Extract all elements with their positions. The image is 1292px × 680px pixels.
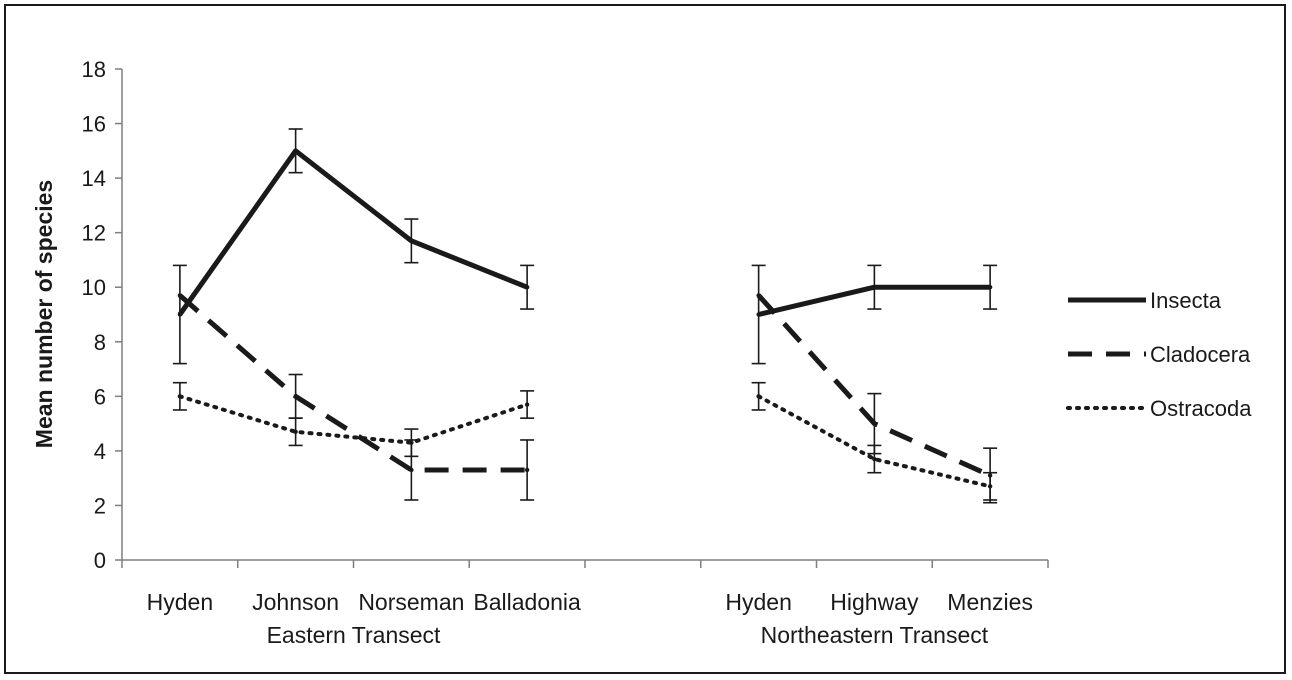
x-category-label: Menzies — [947, 589, 1033, 615]
series-line-cladocera — [178, 293, 528, 473]
series-layer — [172, 128, 998, 504]
y-tick-label: 4 — [94, 439, 106, 464]
data-point-insecta — [872, 285, 877, 290]
chart-axes: 0 2 4 6 8 10 12 14 16 18 — [82, 57, 1049, 573]
data-point-ostracoda — [177, 394, 183, 399]
series-line-insecta — [177, 148, 529, 316]
legend-label-insecta: Insecta — [1150, 288, 1222, 313]
x-category-label: Johnson — [252, 589, 339, 615]
series-line-ostracoda — [756, 394, 993, 489]
data-point-cladocera — [177, 293, 183, 298]
data-point-ostracoda — [987, 484, 993, 489]
y-tick-label: 16 — [82, 112, 106, 137]
x-category-label: Balladonia — [473, 589, 581, 615]
data-point-ostracoda — [409, 440, 414, 445]
data-point-insecta — [524, 285, 530, 290]
y-tick-label: 6 — [94, 384, 106, 409]
data-point-ostracoda — [524, 402, 530, 407]
legend-label-cladocera: Cladocera — [1150, 342, 1251, 367]
data-point-cladocera — [524, 467, 530, 473]
data-point-cladocera — [872, 421, 877, 426]
y-tick-label: 0 — [94, 548, 106, 573]
x-category-label: Highway — [830, 589, 919, 615]
data-point-ostracoda — [293, 429, 298, 434]
x-category-label: Hyden — [725, 589, 791, 615]
data-point-insecta — [987, 285, 993, 290]
data-point-insecta — [409, 238, 414, 244]
data-point-insecta — [293, 148, 298, 154]
data-point-cladocera — [409, 467, 414, 473]
legend: Insecta Cladocera Ostracoda — [1066, 288, 1252, 421]
x-category-label: Norseman — [358, 589, 464, 615]
x-category-label: Hyden — [147, 589, 213, 615]
y-tick-label: 14 — [82, 166, 106, 191]
data-point-cladocera — [293, 394, 298, 399]
data-point-ostracoda — [756, 394, 761, 399]
y-tick-label: 8 — [94, 330, 106, 355]
x-group-label: Northeastern Transect — [761, 622, 989, 648]
series-line-ostracoda — [177, 394, 530, 445]
y-tick-label: 18 — [82, 57, 106, 82]
chart-frame — [4, 4, 1286, 674]
legend-label-ostracoda: Ostracoda — [1150, 396, 1252, 421]
y-tick-label: 2 — [94, 493, 106, 518]
data-point-insecta — [756, 312, 761, 317]
y-axis-label: Mean number of species — [31, 180, 57, 448]
data-point-insecta — [177, 312, 183, 317]
y-tick-label: 12 — [82, 221, 106, 246]
category-labels: Hyden Johnson Norseman Balladonia Eastern Tr… — [147, 589, 1033, 648]
data-point-cladocera — [756, 293, 761, 298]
x-group-label: Eastern Transect — [267, 622, 441, 648]
y-tick-label: 10 — [82, 275, 106, 300]
data-point-ostracoda — [872, 456, 877, 462]
